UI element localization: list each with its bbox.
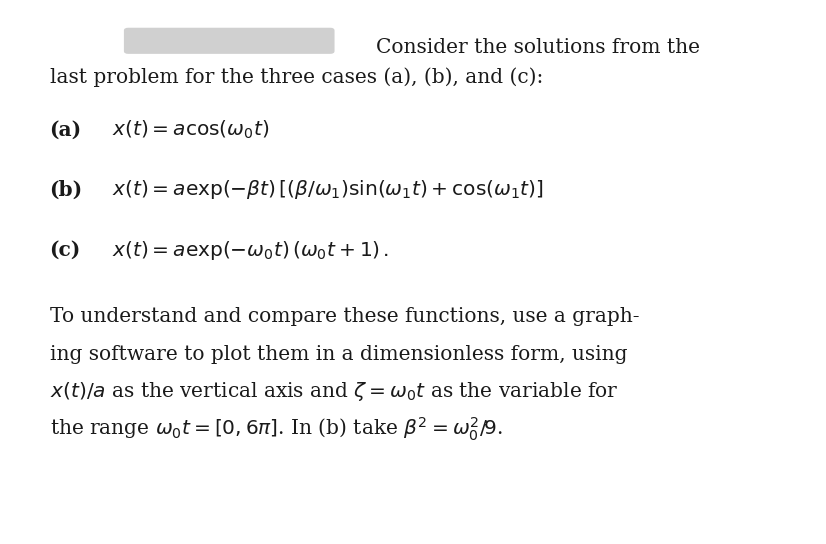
- Text: ing software to plot them in a dimensionless form, using: ing software to plot them in a dimension…: [50, 345, 627, 363]
- Text: $x(t)/a$ as the vertical axis and $\zeta = \omega_0 t$ as the variable for: $x(t)/a$ as the vertical axis and $\zeta…: [50, 380, 618, 403]
- Text: (a): (a): [50, 120, 82, 139]
- Text: last problem for the three cases (a), (b), and (c):: last problem for the three cases (a), (b…: [50, 67, 543, 87]
- Text: $x(t) = a\exp(-\beta t)\,[(\beta/\omega_1)\sin(\omega_1 t) + \cos(\omega_1 t)]$: $x(t) = a\exp(-\beta t)\,[(\beta/\omega_…: [112, 178, 544, 201]
- Text: Consider the solutions from the: Consider the solutions from the: [376, 38, 700, 57]
- Text: (c): (c): [50, 240, 81, 260]
- FancyBboxPatch shape: [124, 28, 335, 54]
- Text: To understand and compare these functions, use a graph-: To understand and compare these function…: [50, 307, 639, 326]
- Text: $x(t) = a\cos(\omega_0 t)$: $x(t) = a\cos(\omega_0 t)$: [112, 119, 268, 140]
- Text: (b): (b): [50, 180, 83, 200]
- Text: the range $\omega_0 t = [0, 6\pi]$. In (b) take $\beta^2 = \omega_0^2/9$.: the range $\omega_0 t = [0, 6\pi]$. In (…: [50, 416, 503, 443]
- Text: $x(t) = a\exp(-\omega_0 t)\,(\omega_0 t + 1)\,.$: $x(t) = a\exp(-\omega_0 t)\,(\omega_0 t …: [112, 239, 389, 262]
